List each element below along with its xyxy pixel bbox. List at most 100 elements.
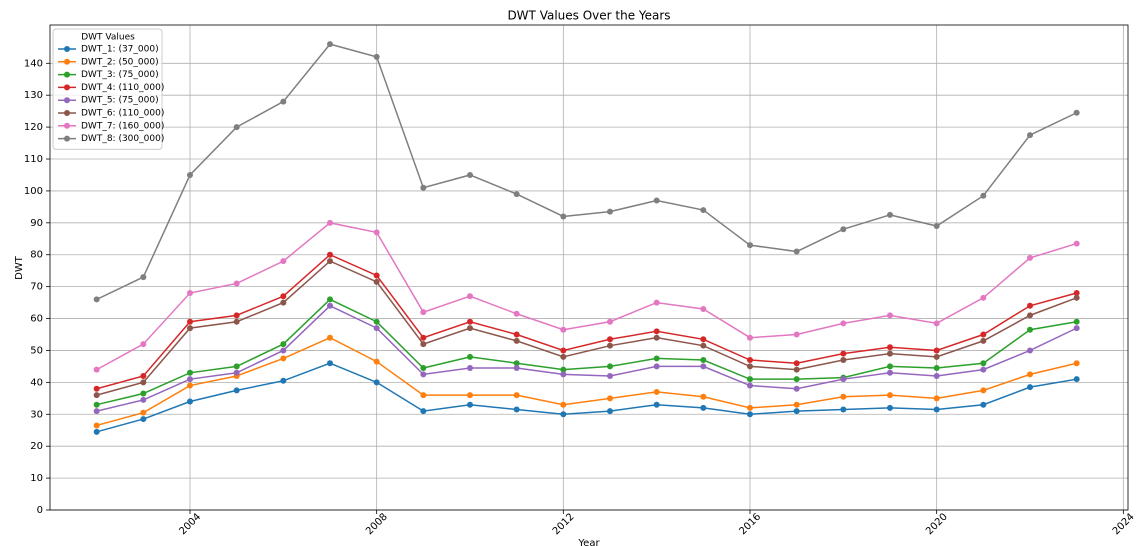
data-point: [93, 385, 100, 392]
data-point: [513, 406, 520, 413]
data-point: [93, 296, 100, 303]
data-point: [1027, 302, 1033, 309]
data-point: [1073, 360, 1080, 367]
data-point: [560, 353, 567, 360]
data-point: [327, 296, 333, 303]
series-line: [96, 222, 1077, 371]
data-point: [793, 401, 800, 408]
x-tick-label: 2024: [1111, 511, 1137, 537]
data-point: [1027, 347, 1033, 354]
legend-label: DWT_1: (37_000): [81, 45, 159, 55]
data-point: [513, 392, 520, 399]
data-point: [887, 211, 893, 218]
data-point: [840, 393, 847, 400]
legend-marker: [64, 71, 70, 78]
data-point: [980, 401, 987, 408]
data-point: [653, 334, 660, 341]
data-point: [980, 337, 987, 344]
data-point: [653, 299, 660, 306]
y-tick-label: 90: [30, 218, 43, 229]
legend-title: DWT Values: [81, 33, 135, 43]
data-point: [513, 337, 520, 344]
data-point: [747, 334, 753, 341]
data-point: [93, 408, 100, 415]
data-point: [140, 341, 147, 348]
series-line: [96, 304, 1077, 412]
data-point: [700, 357, 707, 364]
data-point: [560, 347, 567, 354]
data-point: [1073, 376, 1080, 383]
data-point: [467, 392, 473, 399]
data-point: [747, 382, 753, 389]
y-tick-label: 30: [30, 409, 43, 420]
data-point: [793, 360, 800, 367]
data-point: [467, 171, 473, 178]
data-point: [560, 326, 567, 333]
data-point: [513, 310, 520, 317]
data-point: [793, 331, 800, 338]
data-point: [887, 344, 893, 351]
legend-marker: [64, 97, 70, 104]
data-point: [1027, 132, 1033, 139]
data-point: [93, 392, 100, 399]
data-point: [700, 336, 707, 343]
data-point: [793, 408, 800, 415]
series-line: [96, 298, 1077, 406]
data-point: [513, 331, 520, 338]
data-point: [840, 376, 847, 383]
data-point: [93, 366, 100, 373]
legend-marker: [64, 46, 70, 52]
data-point: [187, 318, 193, 325]
data-point: [980, 387, 987, 394]
data-point: [887, 392, 893, 399]
data-point: [607, 372, 613, 379]
y-tick-label: 10: [30, 473, 43, 484]
legend-label: DWT_7: (160_000): [81, 121, 164, 131]
y-tick-label: 100: [24, 186, 43, 197]
legend-label: DWT_3: (75_000): [81, 70, 159, 80]
data-point: [607, 342, 613, 349]
data-point: [793, 248, 800, 255]
data-point: [700, 207, 707, 214]
legend-label: DWT_4: (110_000): [81, 83, 164, 93]
data-point: [933, 372, 940, 379]
data-point: [840, 406, 847, 413]
data-point: [233, 124, 240, 131]
data-point: [467, 401, 473, 408]
data-point: [420, 334, 427, 341]
data-point: [467, 353, 473, 360]
series-line: [96, 260, 1077, 396]
data-point: [933, 347, 940, 354]
series-line: [96, 362, 1077, 433]
data-point: [233, 312, 240, 319]
data-point: [1073, 294, 1080, 301]
data-point: [1027, 312, 1033, 319]
data-point: [840, 320, 847, 327]
data-point: [233, 280, 240, 287]
series-line: [96, 336, 1077, 427]
data-point: [467, 318, 473, 325]
series-line: [96, 43, 1077, 301]
data-point: [1073, 240, 1080, 247]
plot-frame: [49, 24, 1129, 511]
data-point: [840, 226, 847, 233]
data-point: [887, 312, 893, 319]
data-point: [840, 357, 847, 364]
data-point: [467, 293, 473, 300]
data-point: [747, 363, 753, 370]
data-point: [280, 341, 287, 348]
legend-label: DWT_6: (110_000): [81, 109, 164, 119]
data-point: [373, 318, 380, 325]
data-point: [933, 395, 940, 402]
data-point: [653, 197, 660, 204]
data-point: [700, 363, 707, 370]
y-tick-label: 70: [30, 282, 43, 293]
data-point: [140, 274, 147, 281]
data-point: [747, 404, 753, 411]
data-point: [187, 382, 193, 389]
data-point: [887, 404, 893, 411]
data-point: [420, 184, 427, 191]
legend-marker: [64, 122, 70, 129]
data-point: [747, 376, 753, 383]
data-point: [560, 401, 567, 408]
